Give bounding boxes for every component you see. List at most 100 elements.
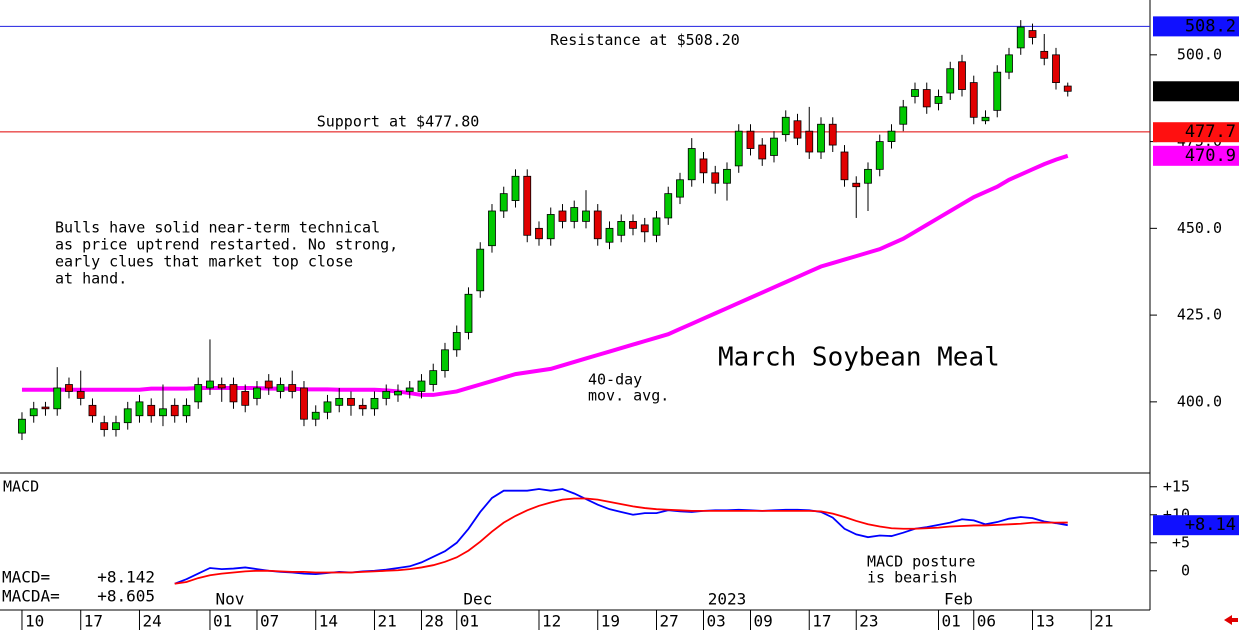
candle-body [546,214,555,240]
candle-body [934,96,943,104]
price-marker [1153,16,1239,37]
x-tick-label: 01 [213,612,232,631]
x-tick-label: 21 [1094,612,1113,631]
readout-label: MACDA= [2,587,60,606]
candle-body [358,404,367,410]
candle-body [323,401,332,413]
y-tick-label: 450.0 [1177,219,1222,237]
x-tick-label: 17 [84,612,103,631]
x-tick-label: 03 [706,612,725,631]
x-tick-label: 24 [142,612,161,631]
x-tick-label: 17 [812,612,831,631]
x-tick-label: 09 [753,612,772,631]
y-tick-label: 425.0 [1177,306,1222,324]
candle-body [535,227,543,240]
candle-body [734,130,743,167]
x-tick-label: 01 [941,612,960,631]
y-tick-label: 400.0 [1177,392,1222,410]
candle-body [629,221,637,229]
candle-body [699,158,708,174]
candle-body [429,370,438,385]
candle-body [206,380,214,389]
candle-body [593,210,602,240]
candle-body [488,210,496,247]
candle-body [335,397,344,406]
candle-body [194,384,203,403]
x-tick-label: 14 [319,612,338,631]
candle-body [476,248,485,292]
candle-body [899,106,908,125]
candle-body [828,123,837,146]
candle-body [347,397,355,406]
x-tick-label: 13 [1035,612,1054,631]
panel-title: MACD [3,478,39,496]
candle-body [523,175,532,236]
candle-body [417,380,426,392]
scroll-arrow[interactable] [1224,615,1238,625]
candle-body [288,384,297,392]
candle-body [840,151,849,181]
x-tick-label: 10 [25,612,44,631]
readout-label: MACD= [2,568,50,587]
candle-body [640,224,649,233]
x-tick-label: 23 [859,612,878,631]
candle-body [993,71,1002,111]
candle-body [100,422,109,431]
macd-marker-label: +8.14 [1185,515,1236,535]
candle-body [687,148,696,181]
price-marker-label: 489.5 [1185,81,1236,101]
candle-body [1016,26,1025,49]
macd-line [174,497,1068,585]
candle-body [582,210,590,222]
readout-value: +8.605 [97,587,155,606]
reference-label: Resistance at $508.20 [550,31,740,49]
candle-body [217,384,226,389]
candle-body [229,384,238,403]
price-marker [1153,122,1239,143]
annotation: at hand. [55,270,127,288]
candle-body [711,172,720,184]
candle-body [852,182,861,188]
candle-body [511,175,520,201]
candle-body [981,116,990,122]
candle-body [758,144,767,160]
candle-body [875,141,884,170]
macd-marker [1153,515,1239,536]
annotation: MACD posture [867,553,975,571]
candle-body [558,210,567,222]
month-label: Feb [944,590,973,609]
candle-body [53,387,62,410]
candle-body [394,391,402,396]
readout-value: +8.142 [97,568,155,587]
x-tick-label: 28 [424,612,443,631]
candle-body [676,179,684,198]
month-label: 2023 [708,590,747,609]
x-tick-label: 07 [260,612,279,631]
candle-body [911,89,919,97]
x-tick-label: 19 [601,612,620,631]
x-tick-label: 01 [460,612,479,631]
candle-body [664,193,673,219]
candle-body [652,217,661,236]
candle-body [300,387,308,420]
candle-body [170,404,179,417]
candle-body [253,387,261,399]
candle-body [123,408,132,424]
y2-tick-label: +15 [1163,477,1190,495]
candle-body [1028,30,1037,38]
candle-body [1005,54,1013,73]
annotation: Bulls have solid near-term technical [55,219,380,237]
candle-body [76,391,85,399]
y2-tick-label: +5 [1172,533,1190,551]
month-label: Dec [463,590,492,609]
x-tick-label: 12 [542,612,561,631]
candle-body [182,404,191,417]
candle-body [135,401,144,417]
candle-body [746,130,755,149]
candle-body [922,89,931,108]
candle-body [264,380,273,389]
price-marker-label: 508.2 [1185,16,1236,36]
candle-body [617,221,626,236]
candle-body [1063,85,1072,92]
